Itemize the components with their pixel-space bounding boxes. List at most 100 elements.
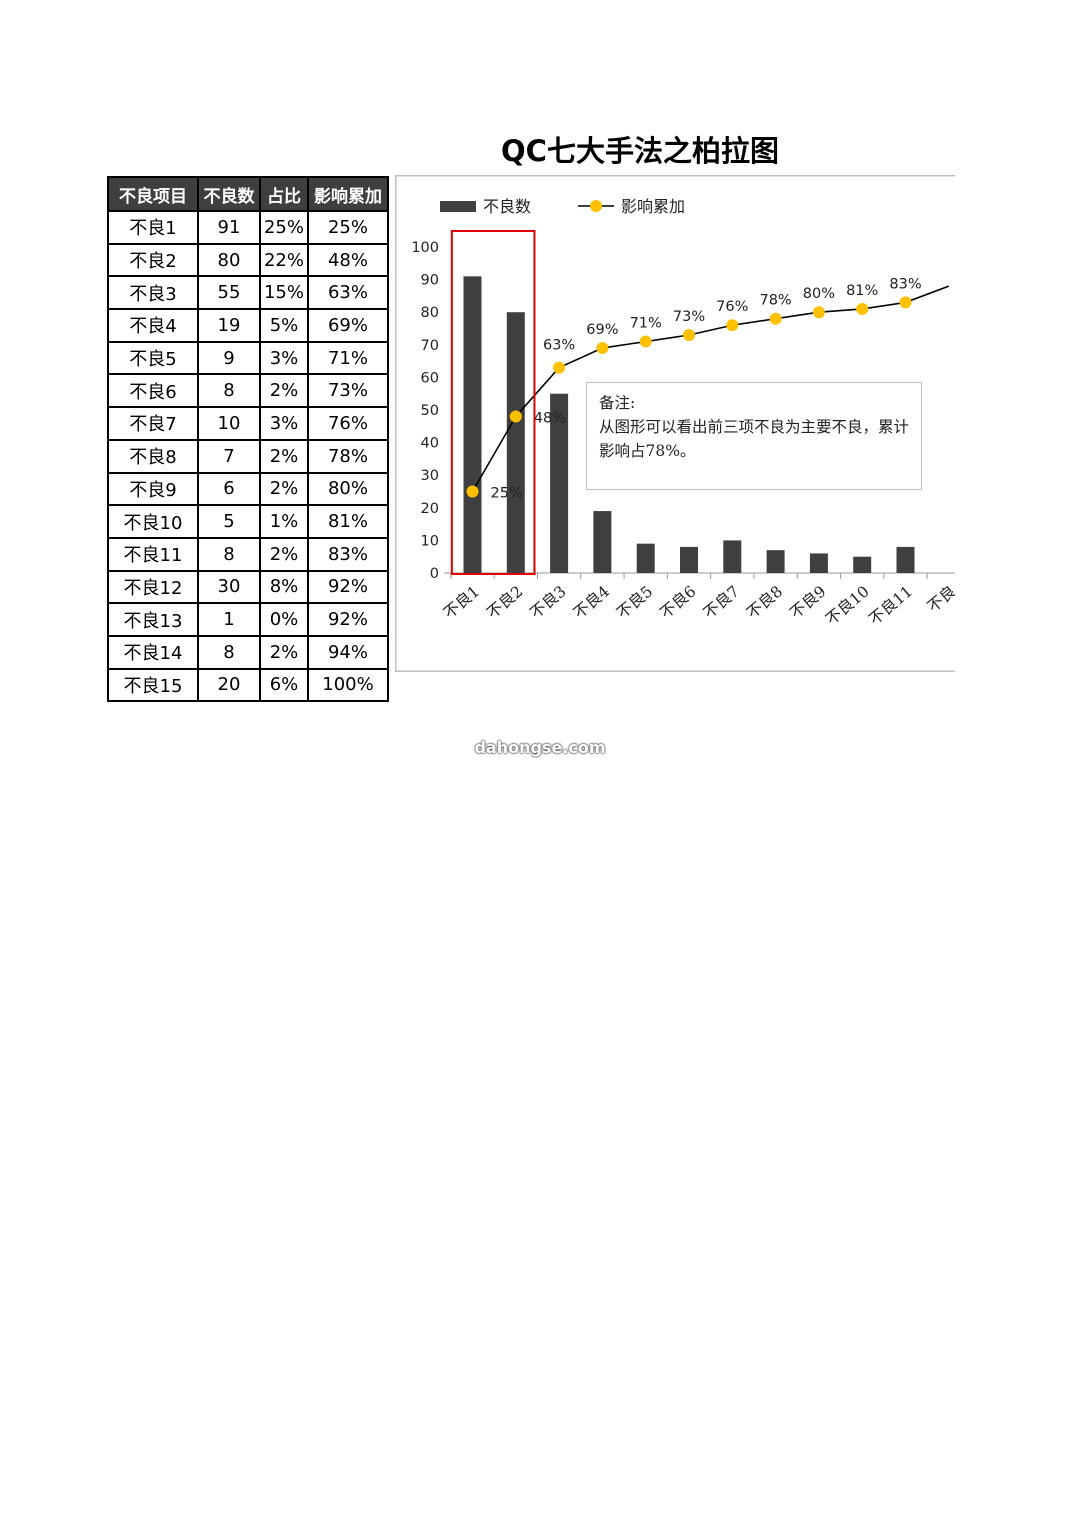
table-cell: 不良2 [107, 242, 199, 278]
table-cell: 22% [259, 242, 309, 278]
table-cell: 不良11 [107, 536, 199, 572]
page-title: QC七大手法之柏拉图 [501, 134, 779, 168]
table-cell: 不良1 [107, 210, 199, 245]
data-label: 71% [630, 316, 662, 332]
table-row: 不良6 8 2% 73% [107, 373, 389, 409]
cumulative-point [553, 361, 566, 374]
legend-label-line: 影响累加 [621, 197, 685, 216]
table-row: 不良15 20 6% 100% [107, 667, 389, 703]
data-label: 83% [889, 276, 921, 292]
cumulative-point [812, 306, 825, 319]
data-label: 48% [534, 411, 566, 427]
y-tick-label: 60 [421, 370, 439, 386]
defect-table: 不良项目 不良数 占比 影响累加 不良1 91 25% 25% 不良2 80 22% 48% 不良3 5… [107, 176, 389, 703]
bar [896, 546, 915, 573]
bar [506, 312, 525, 573]
table-cell: 0% [259, 602, 309, 637]
table-cell: 2% [259, 373, 309, 409]
table-row: 不良1 91 25% 25% [107, 210, 389, 245]
data-label: 81% [846, 283, 878, 299]
table-cell: 不良12 [107, 569, 199, 605]
cumulative-point [683, 329, 695, 342]
y-tick-label: 40 [421, 436, 439, 452]
table-cell: 30 [197, 569, 261, 605]
table-cell: 55 [197, 275, 261, 311]
bar [723, 540, 742, 573]
y-tick-label: 70 [421, 338, 439, 354]
table-cell: 76% [307, 406, 389, 441]
bar [636, 543, 655, 573]
table-row: 不良2 80 22% 48% [107, 242, 389, 278]
cumulative-point [639, 335, 652, 348]
cumulative-point [509, 410, 522, 423]
table-row: 不良13 1 0% 92% [107, 602, 389, 637]
table-cell: 不良7 [107, 406, 199, 441]
table-header-row: 不良项目 不良数 占比 影响累加 [107, 176, 389, 212]
table-cell: 2% [259, 438, 309, 474]
cumulative-point [726, 319, 739, 332]
table-cell: 19 [197, 308, 261, 343]
table-row: 不良8 7 2% 78% [107, 438, 389, 474]
table-header-cell: 影响累加 [307, 176, 389, 212]
table-cell: 69% [307, 308, 389, 343]
table-row: 不良7 10 3% 76% [107, 406, 389, 441]
legend-bar-swatch [440, 201, 476, 212]
y-tick-label: 50 [421, 403, 439, 419]
table-cell: 25% [259, 210, 309, 245]
data-label: 69% [586, 322, 618, 338]
y-tick-label: 10 [421, 533, 439, 549]
table-cell: 8% [259, 569, 309, 605]
table-cell: 1% [259, 504, 309, 539]
bar [766, 550, 785, 573]
table-cell: 不良13 [107, 602, 199, 637]
table-cell: 2% [259, 471, 309, 507]
cumulative-line [471, 285, 950, 492]
table-row: 不良3 55 15% 63% [107, 275, 389, 311]
table-cell: 8 [197, 536, 261, 572]
table-cell: 20 [197, 667, 261, 703]
table-cell: 不良5 [107, 340, 199, 376]
table-cell: 不良3 [107, 275, 199, 311]
table-cell: 8 [197, 373, 261, 409]
table-row: 不良11 8 2% 83% [107, 536, 389, 572]
table-cell: 不良4 [107, 308, 199, 343]
table-cell: 91 [197, 210, 261, 245]
table-cell: 8 [197, 634, 261, 670]
table-cell: 10 [197, 406, 261, 441]
bar [593, 511, 612, 573]
table-cell: 15% [259, 275, 309, 311]
table-cell: 2% [259, 634, 309, 670]
table-cell: 63% [307, 275, 389, 311]
table-cell: 92% [307, 602, 389, 637]
table-cell: 5 [197, 504, 261, 539]
table-cell: 100% [307, 667, 389, 703]
table-cell: 5% [259, 308, 309, 343]
data-label: 63% [543, 338, 575, 354]
table-header-cell: 不良数 [197, 176, 261, 212]
table-cell: 48% [307, 242, 389, 278]
table-cell: 3% [259, 340, 309, 376]
table-cell: 71% [307, 340, 389, 376]
legend-label-bars: 不良数 [483, 197, 531, 216]
y-tick-label: 100 [411, 240, 439, 256]
table-cell: 25% [307, 210, 389, 245]
y-tick-label: 90 [421, 273, 439, 289]
table-cell: 9 [197, 340, 261, 376]
note-text: 从图形可以看出前三项不良为主要不良，累计影响占78%。 [599, 418, 910, 460]
bar [853, 556, 872, 573]
y-tick-label: 30 [421, 468, 439, 484]
table-row: 不良12 30 8% 92% [107, 569, 389, 605]
legend-point-swatch [590, 200, 602, 212]
note-box: 备注: 从图形可以看出前三项不良为主要不良，累计影响占78%。 [586, 382, 922, 490]
data-label: 25% [491, 486, 523, 502]
cumulative-point [596, 342, 609, 355]
table-body: 不良1 91 25% 25% 不良2 80 22% 48% 不良3 55 15% 63% 不良4 19 5%… [107, 210, 389, 703]
table-cell: 92% [307, 569, 389, 605]
table-cell: 不良10 [107, 504, 199, 539]
table-cell: 81% [307, 504, 389, 539]
y-tick-label: 0 [430, 566, 439, 582]
bar [680, 546, 698, 573]
table-row: 不良5 9 3% 71% [107, 340, 389, 376]
bar [809, 553, 828, 573]
table-cell: 7 [197, 438, 261, 474]
